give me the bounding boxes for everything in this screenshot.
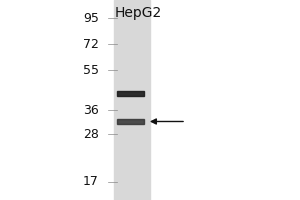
Text: HepG2: HepG2 bbox=[114, 6, 162, 20]
Bar bbox=[117, 91, 144, 96]
Text: 95: 95 bbox=[83, 12, 99, 25]
Bar bbox=[114, 0, 150, 200]
Text: 28: 28 bbox=[83, 128, 99, 141]
Text: 72: 72 bbox=[83, 38, 99, 51]
Text: 17: 17 bbox=[83, 175, 99, 188]
Bar bbox=[117, 119, 144, 124]
Text: 36: 36 bbox=[83, 104, 99, 117]
Text: 55: 55 bbox=[83, 64, 99, 77]
